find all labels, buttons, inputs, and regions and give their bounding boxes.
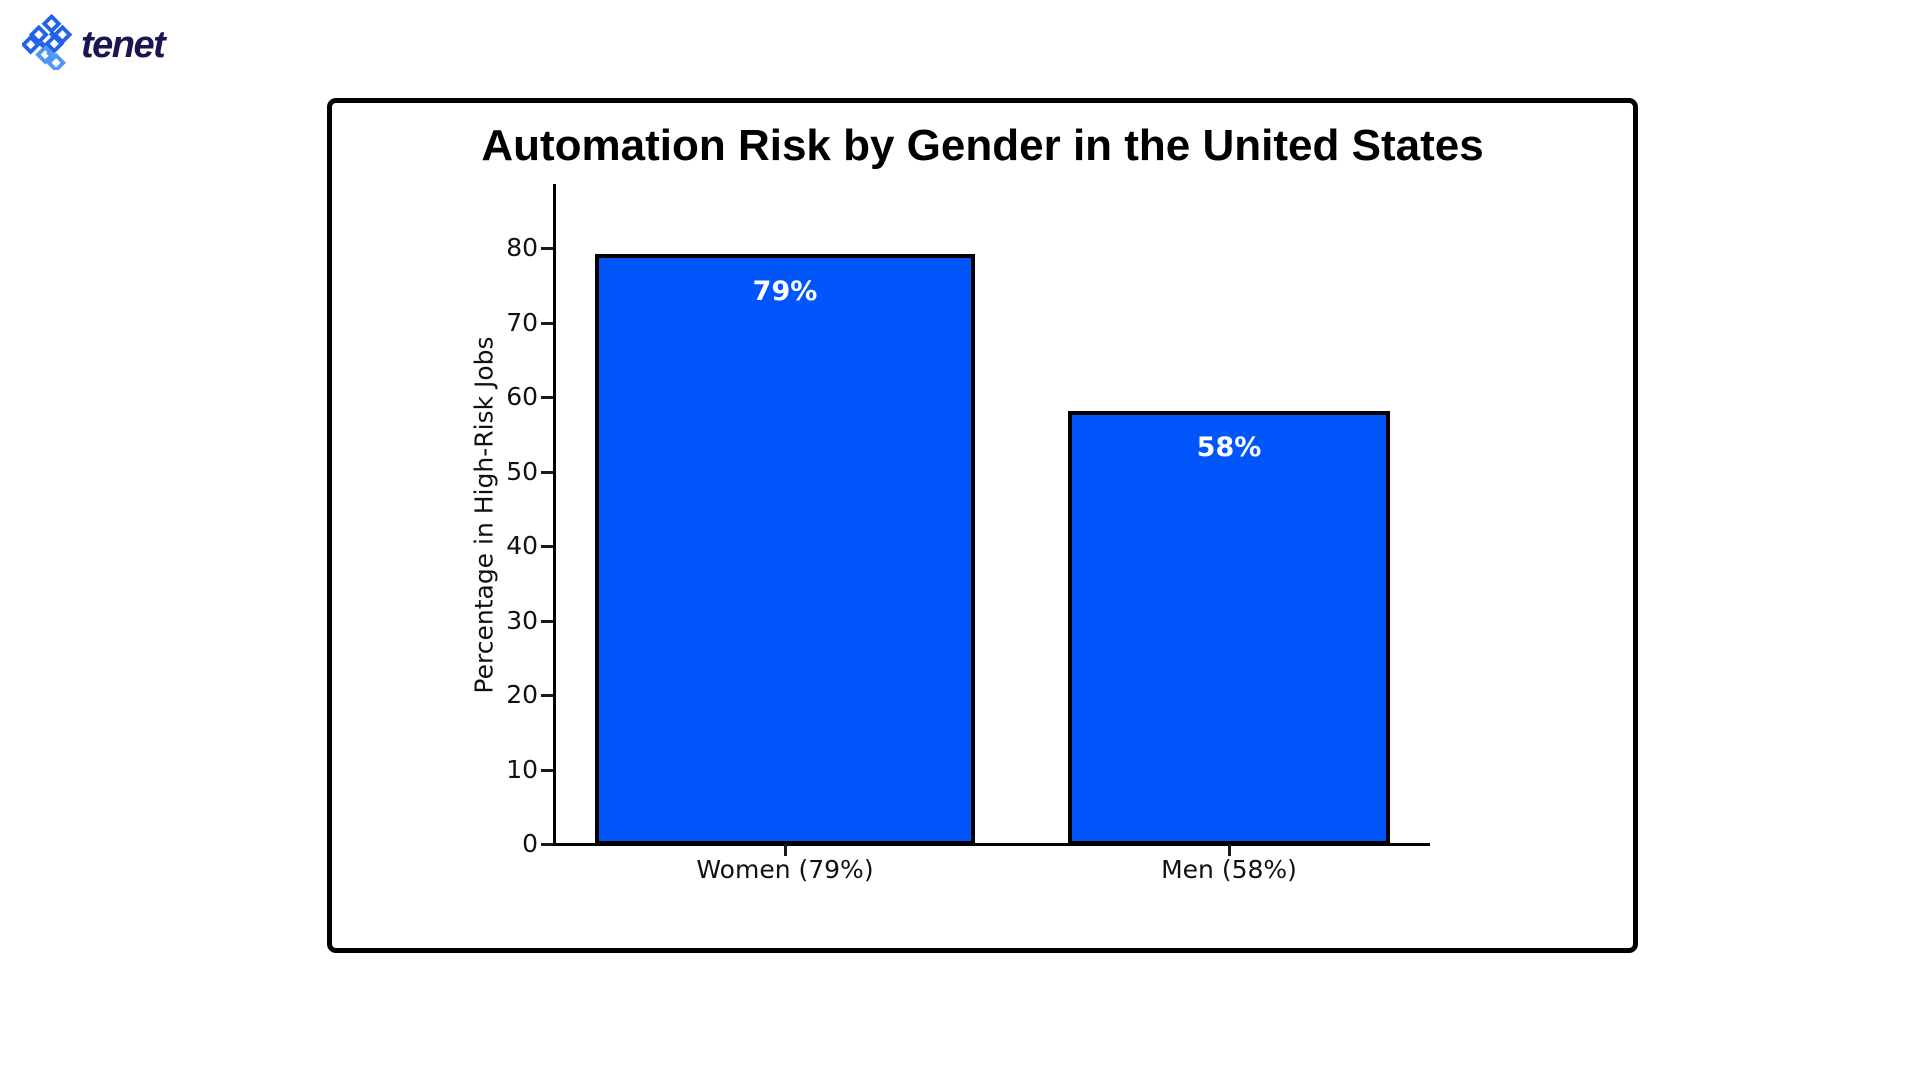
y-tick-label: 0: [522, 829, 538, 858]
y-tick-label: 10: [506, 754, 538, 784]
x-tick-label: Men (58%): [1161, 855, 1297, 884]
y-tick-label: 60: [506, 382, 538, 411]
x-tick: [1228, 844, 1231, 856]
bar: [1068, 410, 1390, 845]
bar-value-label: 58%: [1196, 432, 1262, 464]
y-tick: [541, 545, 553, 548]
y-tick: [541, 396, 553, 399]
bar-chart-plot: Percentage in High-Risk Jobs 0 10 20 30 40 50…: [332, 103, 1633, 948]
y-tick: [541, 321, 553, 325]
y-tick: [541, 247, 553, 250]
y-tick-label: 40: [506, 531, 538, 560]
y-tick-label: 70: [506, 307, 538, 337]
chart-title: Automation Risk by Gender in the United …: [481, 121, 1484, 170]
y-tick: [541, 694, 553, 697]
y-tick: [541, 768, 553, 772]
x-axis-line: [553, 843, 1430, 846]
x-tick-label: Women (79%): [696, 855, 874, 884]
y-axis-line: [553, 184, 556, 846]
y-tick-label: 80: [506, 233, 538, 262]
tenet-logo: tenet: [22, 12, 166, 70]
y-tick: [541, 619, 553, 623]
y-tick-label: 20: [506, 680, 538, 709]
x-tick: [784, 844, 787, 856]
tenet-logo-icon: [22, 13, 72, 70]
y-tick: [541, 843, 553, 846]
tenet-logo-text: tenet: [81, 24, 166, 66]
y-tick-label: 50: [506, 456, 538, 486]
chart-card: Automation Risk by Gender in the United …: [327, 98, 1638, 953]
y-tick: [541, 470, 553, 474]
bar: [595, 254, 975, 845]
y-tick-label: 30: [506, 605, 538, 635]
bar-value-label: 79%: [752, 275, 818, 307]
